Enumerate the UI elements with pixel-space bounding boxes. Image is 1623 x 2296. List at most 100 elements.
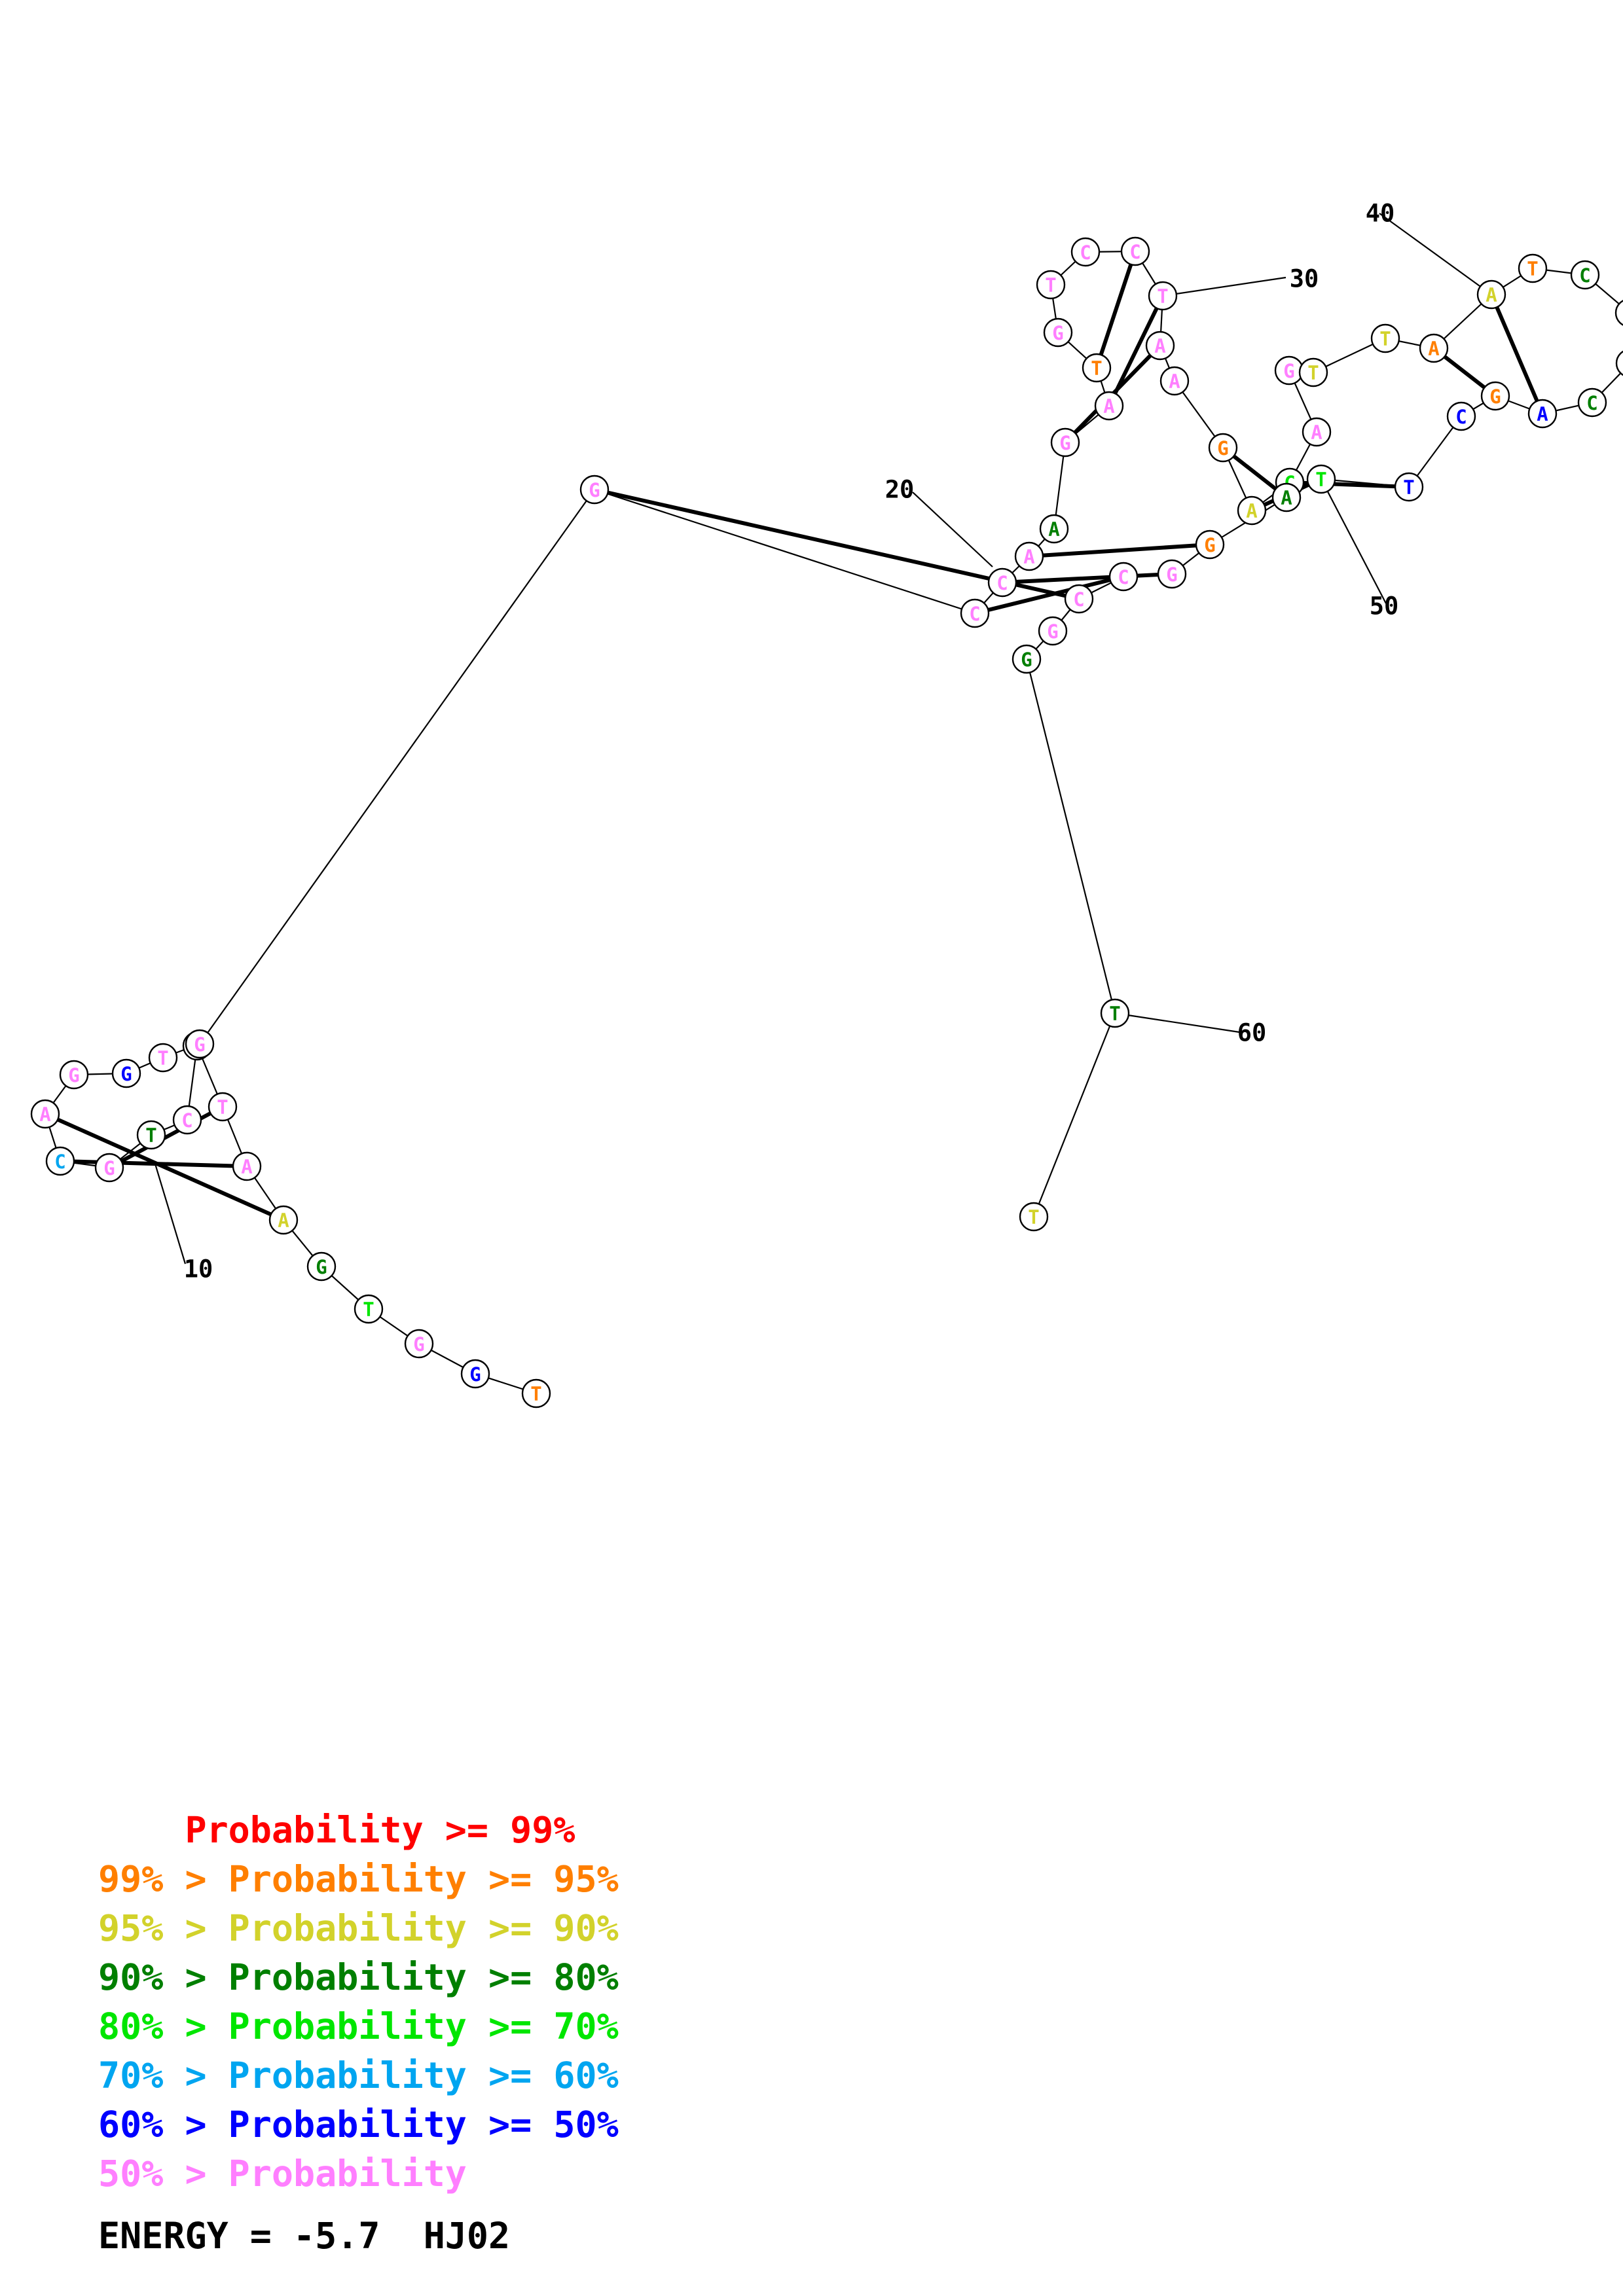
- nucleotide-circle: [111, 1058, 141, 1088]
- nucleotide-circle: [1157, 559, 1187, 589]
- nucleotide: T: [1036, 270, 1066, 300]
- nucleotide-circle: [306, 1251, 337, 1282]
- nucleotide-letter: T: [1307, 362, 1319, 384]
- nucleotide: A: [1145, 331, 1175, 361]
- nucleotide-letter: G: [589, 479, 600, 501]
- nucleotide-letter: G: [120, 1063, 132, 1085]
- nucleotide-circle: [1614, 300, 1623, 326]
- nucleotide-letter: C: [1129, 241, 1140, 263]
- nucleotide-letter: G: [1217, 437, 1228, 459]
- nucleotide-circle: [1570, 260, 1600, 290]
- nucleotide-letter: C: [1118, 566, 1129, 588]
- nucleotide: T: [1082, 353, 1112, 383]
- nucleotide-letter: T: [1527, 258, 1538, 280]
- nucleotide: A: [1159, 366, 1190, 396]
- nucleotide-letter: C: [1080, 242, 1091, 264]
- legend-row: 80% > Probability >= 70%: [98, 2005, 619, 2047]
- nucleotide-letter: A: [278, 1210, 289, 1232]
- nucleotide-circle: [460, 1359, 490, 1389]
- nucleotide-letter: A: [1048, 518, 1059, 541]
- nucleotide: A: [1094, 391, 1124, 421]
- base-pairs: [44, 251, 1544, 1222]
- nucleotide-letter: T: [363, 1299, 374, 1321]
- nucleotide: G: [1043, 317, 1073, 348]
- base-pair-bond: [1002, 572, 1173, 584]
- backbone-link: [199, 489, 595, 1045]
- nucleotide-letter: A: [1537, 403, 1548, 425]
- nucleotide-letter: T: [1109, 1003, 1120, 1025]
- nucleotide-letter: G: [1166, 564, 1177, 586]
- nucleotide: C: [960, 598, 990, 628]
- nucleotide-circle: [1145, 331, 1175, 361]
- position-number: 60: [1237, 1019, 1267, 1047]
- nucleotide: C: [987, 567, 1017, 598]
- nucleotide-circle: [1148, 281, 1178, 311]
- nucleotide-letter: T: [1379, 328, 1391, 350]
- nucleotide: G: [579, 475, 610, 505]
- nucleotide-letter: T: [530, 1383, 541, 1405]
- nucleotide-circle: [45, 1146, 75, 1176]
- nucleotide-letter: G: [1047, 620, 1058, 643]
- nucleotide: A: [1039, 514, 1069, 544]
- base-pair-bond: [1029, 543, 1211, 558]
- nucleotide: G: [185, 1029, 215, 1059]
- nucleotide-circle: [1038, 616, 1068, 646]
- nucleotide: C: [1446, 401, 1476, 431]
- legend-row: 60% > Probability >= 50%: [98, 2104, 619, 2145]
- base-pair-bond: [1489, 293, 1544, 415]
- legend-row: Probability >= 99%: [98, 1809, 575, 1851]
- backbone-link: [594, 488, 976, 615]
- position-tick: [1321, 478, 1387, 604]
- nucleotide: T: [1298, 357, 1328, 387]
- nucleotide: C: [1120, 236, 1150, 266]
- nucleotides: TGGTGAATCCTGCAGGTGGCCAAGATGTCCTAAGACAGTT…: [30, 236, 1623, 1408]
- nucleotide: G: [1038, 616, 1068, 646]
- nucleotide-circle: [1012, 644, 1042, 674]
- nucleotide-letter: C: [54, 1151, 65, 1173]
- nucleotide: C: [172, 1105, 202, 1135]
- nucleotide-letter: A: [1486, 284, 1497, 306]
- nucleotide: T: [136, 1120, 166, 1150]
- base-pair-bond: [974, 575, 1124, 615]
- nucleotide-circle: [1302, 417, 1332, 447]
- nucleotide-circle: [172, 1105, 202, 1135]
- nucleotide-letter: A: [1311, 422, 1322, 444]
- nucleotide: G: [460, 1359, 490, 1389]
- nucleotide: A: [268, 1205, 299, 1235]
- nucleotide: T: [1100, 998, 1130, 1028]
- nucleotide: C: [45, 1146, 75, 1176]
- nucleotide-circle: [1019, 1202, 1049, 1232]
- nucleotide: G: [1480, 381, 1510, 411]
- nucleotide: T: [1306, 464, 1336, 494]
- base-pair-bond: [44, 1112, 285, 1222]
- nucleotide-circle: [59, 1060, 89, 1090]
- nucleotide-letter: G: [194, 1033, 205, 1056]
- legend-row: 99% > Probability >= 95%: [98, 1858, 619, 1900]
- position-tick: [912, 492, 993, 567]
- nucleotide: T: [208, 1092, 238, 1122]
- nucleotide-letter: G: [1204, 534, 1215, 556]
- nucleotide-circle: [1527, 399, 1558, 429]
- nucleotide-letter: T: [1091, 357, 1102, 380]
- position-number: 10: [184, 1255, 213, 1283]
- position-ticks: 10 20 30 40 50 60: [153, 200, 1492, 1283]
- nucleotide-circle: [1446, 401, 1476, 431]
- legend-row: 70% > Probability >= 60%: [98, 2054, 619, 2096]
- nucleotide-letter: A: [241, 1156, 252, 1178]
- nucleotide-circle: [1039, 514, 1069, 544]
- nucleotide: G: [1195, 529, 1225, 560]
- nucleotide-circle: [30, 1099, 60, 1129]
- nucleotide: G: [111, 1058, 141, 1088]
- nucleotide-letter: G: [68, 1064, 79, 1086]
- nucleotide-letter: G: [1059, 432, 1070, 454]
- position-tick: [1379, 213, 1492, 295]
- nucleotide-circle: [1476, 279, 1506, 310]
- nucleotide-letter: A: [1281, 487, 1292, 509]
- nucleotide: A: [1419, 333, 1449, 363]
- nucleotide: A: [1014, 541, 1044, 571]
- nucleotide-circle: [1050, 427, 1080, 457]
- position-number: 50: [1370, 592, 1399, 620]
- nucleotide: T: [1148, 281, 1178, 311]
- nucleotide-circle: [148, 1043, 178, 1073]
